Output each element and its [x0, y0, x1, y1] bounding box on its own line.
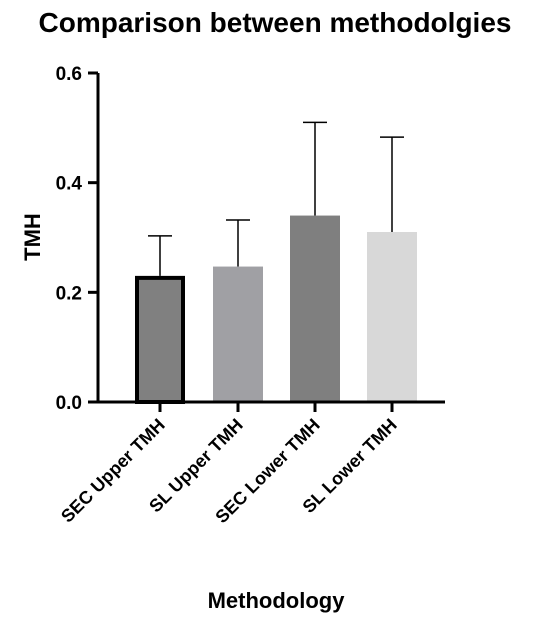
y-tick-label: 0.2 [56, 283, 82, 304]
bar [213, 266, 263, 402]
x-axis-label: Methodology [208, 588, 346, 613]
bar [367, 232, 417, 402]
y-axis-label: TMH [20, 213, 45, 261]
y-tick-label: 0.4 [56, 174, 83, 195]
bar [290, 215, 340, 402]
bar [135, 275, 185, 404]
chart-title: Comparison between methodolgies [39, 7, 512, 38]
y-tick-label: 0.6 [56, 64, 82, 85]
y-tick-label: 0.0 [56, 393, 82, 414]
